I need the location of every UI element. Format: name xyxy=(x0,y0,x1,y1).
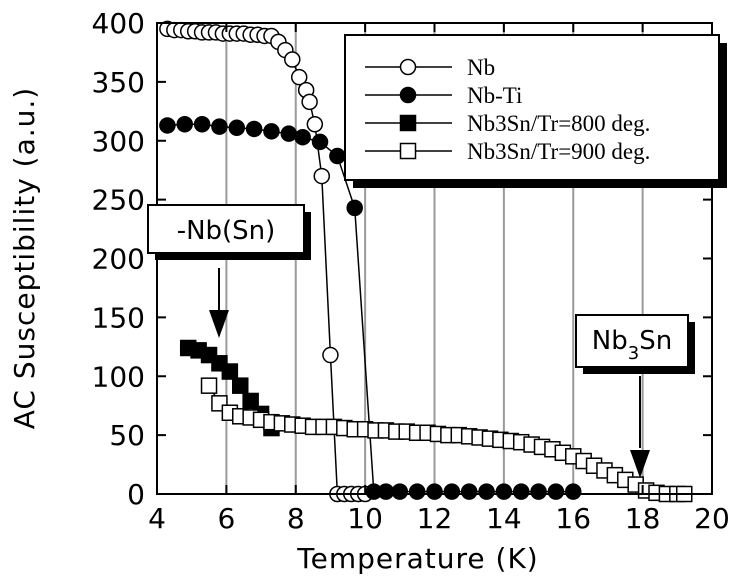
arrow-head-icon xyxy=(630,450,650,478)
data-point xyxy=(280,125,298,142)
data-point xyxy=(311,133,329,151)
x-axis-label: Temperature (K) xyxy=(296,542,538,575)
annotation-label: Nb3Sn xyxy=(592,326,672,364)
y-tick-label: 0 xyxy=(127,478,145,511)
y-tick-label: 250 xyxy=(92,184,145,217)
data-point xyxy=(530,483,547,500)
y-tick-label: 300 xyxy=(92,125,145,158)
x-tick-label: 8 xyxy=(287,502,305,535)
data-point xyxy=(408,483,426,500)
data-point xyxy=(200,377,218,394)
x-tick-label: 4 xyxy=(148,502,166,535)
x-tick-label: 12 xyxy=(417,502,453,535)
data-point xyxy=(232,377,249,394)
annotation-nb-sn: -Nb(Sn) xyxy=(147,204,311,338)
data-point xyxy=(306,116,324,133)
data-point xyxy=(284,51,301,68)
data-point xyxy=(346,199,363,217)
data-point xyxy=(399,86,417,104)
data-point xyxy=(245,120,263,138)
data-point xyxy=(211,118,228,135)
y-tick-label: 400 xyxy=(92,7,145,40)
y-tick-label: 200 xyxy=(92,243,145,276)
y-tick-label: 150 xyxy=(92,301,145,334)
data-point xyxy=(221,363,239,380)
data-point xyxy=(460,483,478,500)
data-point xyxy=(512,483,530,500)
y-tick-label: 350 xyxy=(92,66,145,99)
series-1 xyxy=(159,116,582,500)
legend-label: Nb3Sn/Tr=900 deg. xyxy=(467,139,650,164)
data-point xyxy=(547,483,565,500)
legend-label: Nb-Ti xyxy=(467,83,522,108)
y-axis-label: AC Susceptibility (a.u.) xyxy=(8,87,41,430)
data-point xyxy=(377,483,395,500)
data-point xyxy=(391,483,409,500)
arrow-head-icon xyxy=(209,310,229,338)
data-point xyxy=(322,346,339,364)
annotation-nb3sn: Nb3Sn xyxy=(575,314,695,478)
data-point xyxy=(443,483,461,500)
data-point xyxy=(329,147,346,165)
annotation-label: -Nb(Sn) xyxy=(177,216,276,246)
annotation-box xyxy=(147,204,305,254)
legend-item: Nb3Sn/Tr=900 deg. xyxy=(365,139,650,164)
x-tick-label: 10 xyxy=(347,502,383,535)
data-point xyxy=(159,117,176,134)
data-point xyxy=(294,128,311,146)
legend-label: Nb xyxy=(467,55,495,80)
data-point xyxy=(399,114,417,132)
data-point xyxy=(176,116,193,133)
annotation-box xyxy=(575,314,689,368)
x-tick-label: 6 xyxy=(217,502,235,535)
legend-item: Nb-Ti xyxy=(365,83,522,108)
series-0 xyxy=(159,20,374,503)
legend: Nb Nb-Ti Nb3Sn/Tr=800 deg. Nb3Sn/Tr=900 deg… xyxy=(344,34,727,188)
legend-label: Nb3Sn/Tr=800 deg. xyxy=(467,111,650,136)
legend-item: Nb xyxy=(365,55,495,80)
data-point xyxy=(290,68,308,86)
x-tick-label: 20 xyxy=(694,502,730,535)
data-point xyxy=(301,93,318,111)
data-point xyxy=(228,119,246,137)
legend-item: Nb3Sn/Tr=800 deg. xyxy=(365,111,650,136)
data-point xyxy=(193,116,211,133)
x-tick-label: 16 xyxy=(555,502,591,535)
x-tick-label: 14 xyxy=(486,502,522,535)
axis-ticks xyxy=(156,22,713,495)
data-point xyxy=(399,142,417,160)
y-tick-label: 100 xyxy=(92,360,145,393)
series-layer xyxy=(159,20,693,503)
data-point xyxy=(263,123,280,140)
series-3 xyxy=(200,377,693,503)
y-tick-label: 50 xyxy=(109,419,145,452)
data-point xyxy=(242,392,259,410)
x-tick-label: 18 xyxy=(625,502,661,535)
data-point xyxy=(313,167,331,185)
data-point xyxy=(478,483,495,500)
data-point xyxy=(399,58,417,76)
